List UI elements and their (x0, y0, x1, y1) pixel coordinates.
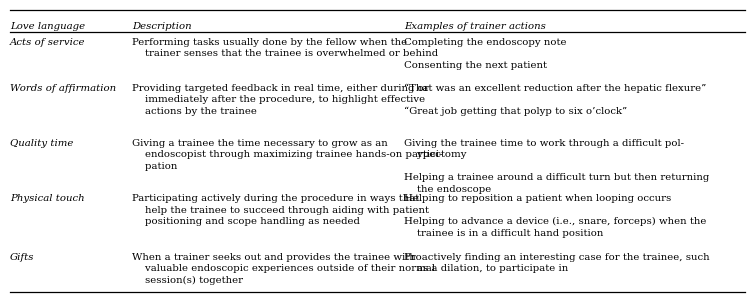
Text: Giving the trainee time to work through a difficult pol-
    ypectomy

Helping a: Giving the trainee time to work through … (404, 139, 709, 194)
Text: Acts of service: Acts of service (10, 38, 85, 47)
Text: Completing the endoscopy note

Consenting the next patient: Completing the endoscopy note Consenting… (404, 38, 566, 70)
Text: “That was an excellent reduction after the hepatic flexure”

“Great job getting : “That was an excellent reduction after t… (404, 84, 706, 116)
Text: Quality time: Quality time (10, 139, 73, 148)
Text: Physical touch: Physical touch (10, 194, 85, 203)
Text: Performing tasks usually done by the fellow when the
    trainer senses that the: Performing tasks usually done by the fel… (132, 38, 438, 58)
Text: Gifts: Gifts (10, 253, 34, 262)
Text: Description: Description (132, 22, 192, 30)
Text: When a trainer seeks out and provides the trainee with
    valuable endoscopic e: When a trainer seeks out and provides th… (132, 253, 435, 285)
Text: Love language: Love language (10, 22, 85, 30)
Text: Participating actively during the procedure in ways that
    help the trainee to: Participating actively during the proced… (132, 194, 429, 226)
Text: Proactively finding an interesting case for the trainee, such
    as a dilation,: Proactively finding an interesting case … (404, 253, 710, 273)
Text: Providing targeted feedback in real time, either during or
    immediately after: Providing targeted feedback in real time… (132, 84, 429, 116)
Text: Giving a trainee the time necessary to grow as an
    endoscopist through maximi: Giving a trainee the time necessary to g… (132, 139, 442, 171)
Text: Examples of trainer actions: Examples of trainer actions (404, 22, 546, 30)
Text: Words of affirmation: Words of affirmation (10, 84, 116, 93)
Text: Helping to reposition a patient when looping occurs

Helping to advance a device: Helping to reposition a patient when loo… (404, 194, 706, 238)
